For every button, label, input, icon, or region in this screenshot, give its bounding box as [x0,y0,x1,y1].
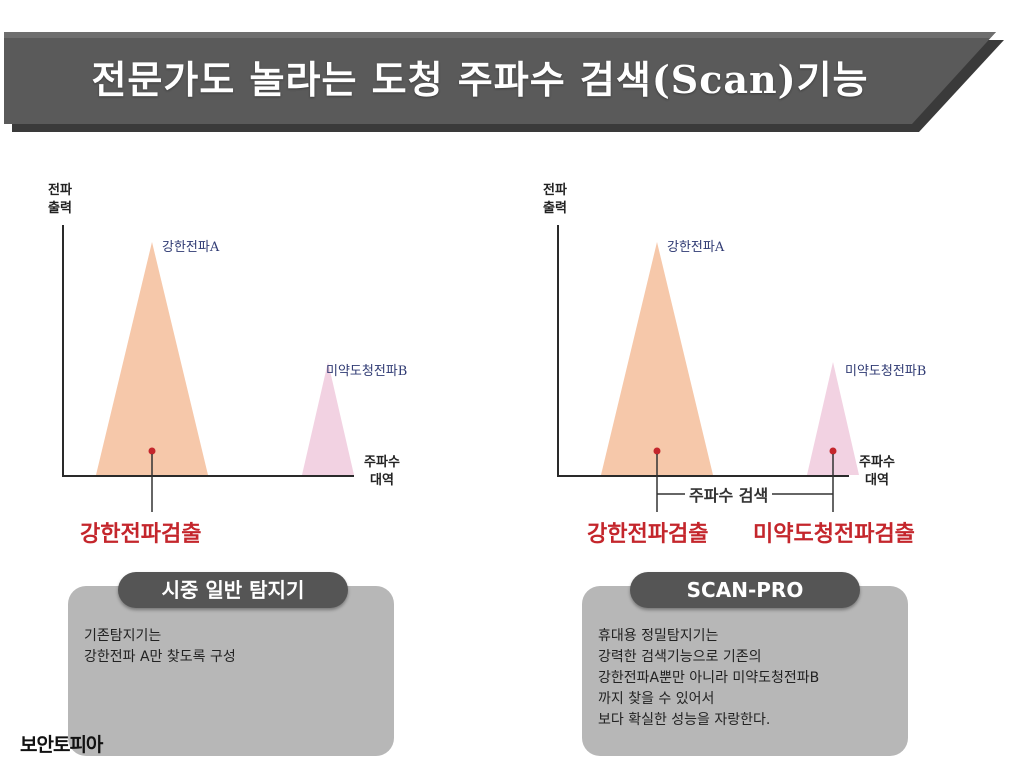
left-box-title: 시중 일반 탐지기 [118,572,348,608]
detect-dot [148,447,156,455]
left-chart: 전파 출력 강한전파A 미약도청전파B 주파수 대역 강한전파검출 [30,170,490,570]
x-axis [557,475,849,477]
peak-b [807,362,859,475]
x-axis [62,475,354,477]
x-axis-label: 주파수 대역 [364,455,400,488]
y-axis-label: 전파 출력 [543,183,567,216]
detect-dot-a [653,447,661,455]
detect-dot-b [829,447,837,455]
peak-a-label: 강한전파A [162,240,220,255]
peak-b [302,362,354,475]
title-banner: 전문가도 놀라는 도청 주파수 검색(Scan)기능 [0,0,1010,140]
detect-a-label: 강한전파검출 [587,521,709,547]
scan-label: 주파수 검색 [685,482,773,506]
x-axis-label: 주파수 대역 [859,455,895,488]
brand-logo: 보안토피아 [20,734,103,756]
left-box-text: 기존탐지기는 강한전파 A만 찾도록 구성 [84,628,236,665]
y-axis [557,225,559,477]
right-info-box: SCAN-PRO 휴대용 정밀탐지기는 강력한 검색기능으로 기존의 강한전파A… [582,572,908,756]
peak-a [96,242,208,475]
right-box-text: 휴대용 정밀탐지기는 강력한 검색기능으로 기존의 강한전파A뿐만 아니라 미약… [598,628,820,728]
y-axis-label: 전파 출력 [48,183,72,216]
peak-b-label: 미약도청전파B [326,364,408,379]
right-box-title: SCAN-PRO [630,572,860,608]
banner-shape [4,32,1004,132]
peak-b-label: 미약도청전파B [845,364,927,379]
detect-b-label: 미약도청전파검출 [753,521,915,547]
right-chart: 전파 출력 주파수 검색 강한전파A 미약도청전파B 주파수 대역 강한전파검출… [525,170,985,570]
peak-a [601,242,713,475]
detect-label: 강한전파검출 [80,521,202,547]
y-axis [62,225,64,477]
peaks [96,242,354,512]
left-info-box: 시중 일반 탐지기 기존탐지기는 강한전파 A만 찾도록 구성 [68,572,394,756]
banner-title: 전문가도 놀라는 도청 주파수 검색(Scan)기능 [91,57,869,102]
peak-a-label: 강한전파A [667,240,725,255]
